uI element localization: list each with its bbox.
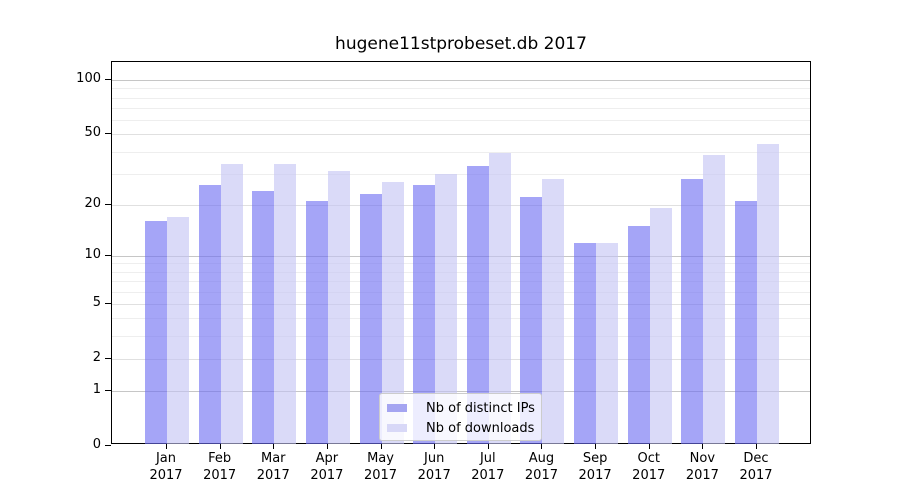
x-tick bbox=[756, 444, 757, 449]
bar-distinct-ips bbox=[359, 193, 382, 444]
gridline-minor bbox=[112, 120, 810, 121]
x-tick-label: Sep 2017 bbox=[578, 451, 612, 483]
gridline-minor bbox=[112, 151, 810, 153]
bar-distinct-ips bbox=[305, 200, 328, 444]
bar-downloads bbox=[274, 164, 297, 444]
bar-distinct-ips bbox=[413, 184, 436, 444]
bar-distinct-ips bbox=[681, 178, 704, 444]
y-tick bbox=[105, 302, 111, 304]
gridline-minor bbox=[112, 281, 810, 283]
y-tick-label: 20 bbox=[84, 195, 101, 211]
gridline-minor bbox=[112, 173, 810, 175]
x-tick-label: Jan 2017 bbox=[149, 451, 183, 483]
bar-distinct-ips bbox=[252, 190, 275, 444]
x-tick-label: Mar 2017 bbox=[256, 451, 290, 483]
bar-downloads bbox=[649, 208, 672, 444]
bar-downloads bbox=[757, 144, 779, 444]
bar-downloads bbox=[596, 242, 619, 444]
x-tick-label: Nov 2017 bbox=[685, 451, 719, 483]
y-tick-label: 100 bbox=[76, 71, 101, 87]
y-tick-label: 10 bbox=[84, 246, 101, 262]
y-tick-label: 50 bbox=[84, 125, 101, 141]
bar-distinct-ips bbox=[145, 221, 167, 444]
bar-distinct-ips bbox=[627, 226, 650, 444]
chart-title: hugene11stprobeset.db 2017 bbox=[335, 34, 587, 54]
gridline-mid bbox=[112, 358, 810, 360]
legend-swatch bbox=[387, 404, 407, 412]
bar-downloads bbox=[381, 181, 404, 444]
bar-distinct-ips bbox=[735, 200, 757, 444]
x-tick-label: Dec 2017 bbox=[739, 451, 773, 483]
bar-downloads bbox=[220, 164, 243, 444]
gridline-minor bbox=[112, 336, 810, 338]
x-tick-label: May 2017 bbox=[363, 451, 398, 483]
y-tick-label: 5 bbox=[92, 294, 101, 310]
x-tick bbox=[648, 444, 650, 449]
bar-downloads bbox=[542, 178, 565, 444]
legend: Nb of distinct IPs Nb of downloads bbox=[379, 393, 542, 441]
y-tick bbox=[105, 390, 111, 392]
x-tick bbox=[380, 444, 382, 449]
gridline-minor bbox=[112, 97, 810, 99]
x-tick bbox=[219, 444, 221, 449]
y-tick bbox=[105, 133, 111, 135]
bar-downloads bbox=[327, 171, 350, 444]
bar-distinct-ips bbox=[198, 184, 221, 444]
y-tick-label: 0 bbox=[92, 437, 101, 452]
gridline-mid bbox=[112, 204, 810, 206]
x-tick-label: Oct 2017 bbox=[632, 451, 666, 483]
x-tick-label: Feb 2017 bbox=[203, 451, 237, 483]
x-tick-label: Jul 2017 bbox=[471, 451, 505, 483]
bar-distinct-ips bbox=[574, 242, 597, 444]
y-tick bbox=[105, 357, 111, 359]
bar-downloads bbox=[435, 173, 458, 444]
gridline-major bbox=[112, 80, 810, 82]
x-tick-label: Apr 2017 bbox=[310, 451, 344, 483]
legend-label: Nb of distinct IPs bbox=[426, 400, 535, 416]
gridline-minor bbox=[112, 318, 810, 320]
y-tick bbox=[105, 203, 111, 205]
gridline-major bbox=[112, 255, 810, 257]
x-tick bbox=[273, 444, 275, 449]
y-tick bbox=[105, 254, 111, 256]
y-tick bbox=[105, 445, 111, 446]
bar-downloads bbox=[167, 216, 189, 444]
bar-downloads bbox=[703, 155, 726, 444]
gridline-minor bbox=[112, 263, 810, 265]
y-tick-label: 1 bbox=[92, 382, 101, 398]
x-tick-label: Aug 2017 bbox=[524, 451, 558, 483]
y-tick bbox=[105, 79, 111, 81]
plot-area bbox=[111, 61, 811, 444]
gridline-major bbox=[112, 391, 810, 393]
legend-swatch bbox=[387, 424, 407, 432]
gridline-minor bbox=[112, 291, 810, 293]
legend-row: Nb of distinct IPs bbox=[380, 398, 541, 418]
legend-label: Nb of downloads bbox=[426, 420, 535, 436]
bar-distinct-ips bbox=[466, 166, 489, 444]
x-tick bbox=[166, 444, 167, 449]
gridline-mid bbox=[112, 303, 810, 305]
gridline-minor bbox=[112, 107, 810, 109]
y-tick-label: 2 bbox=[92, 349, 101, 365]
gridline-minor bbox=[112, 88, 810, 90]
x-tick-label: Jun 2017 bbox=[417, 451, 451, 483]
x-tick bbox=[595, 444, 597, 449]
x-tick bbox=[326, 444, 328, 449]
gridline-mid bbox=[112, 134, 810, 136]
bar-downloads bbox=[488, 153, 511, 444]
legend-row: Nb of downloads bbox=[380, 418, 541, 438]
bar-distinct-ips bbox=[520, 197, 543, 444]
x-tick bbox=[541, 444, 543, 449]
x-tick bbox=[434, 444, 436, 449]
x-tick bbox=[702, 444, 704, 449]
gridline-minor bbox=[112, 271, 810, 273]
x-tick bbox=[487, 444, 489, 449]
